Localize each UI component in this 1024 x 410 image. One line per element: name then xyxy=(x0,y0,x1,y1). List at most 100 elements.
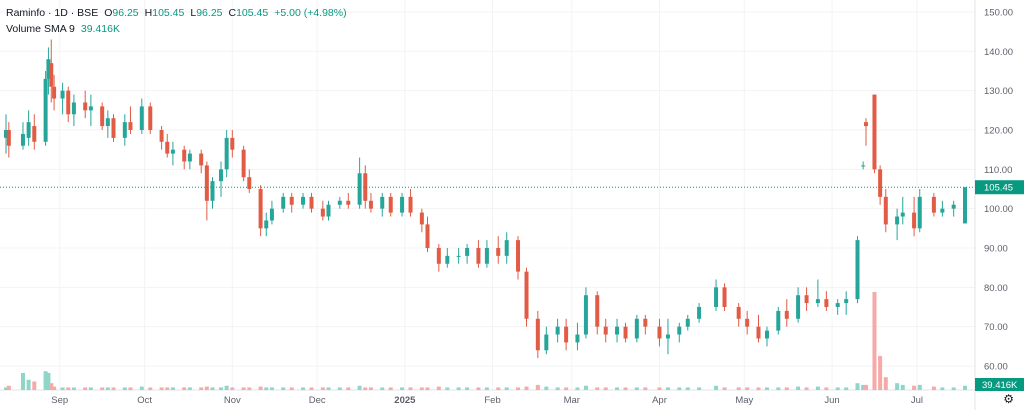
volume-bar xyxy=(623,387,628,390)
volume-bar xyxy=(264,387,269,390)
candle xyxy=(900,212,905,217)
low-value: 96.25 xyxy=(196,7,223,19)
candle xyxy=(20,133,25,146)
volume-bar xyxy=(258,386,263,390)
low-key: L xyxy=(190,7,197,19)
volume-bar xyxy=(281,387,286,390)
volume-bar xyxy=(289,387,294,390)
volume-bar xyxy=(863,384,868,390)
legend: Raminfo · 1D · BSE O 96.25 H 105.45 L 96… xyxy=(6,5,353,37)
volume-bar xyxy=(4,387,8,390)
volume-bar xyxy=(835,387,840,390)
high-value: 105.45 xyxy=(152,7,185,19)
x-tick-label: May xyxy=(735,395,753,406)
candle xyxy=(52,86,57,99)
volume-bar xyxy=(346,387,351,390)
candle xyxy=(419,212,424,225)
last-price-label: 105.45 xyxy=(984,183,1013,194)
candle xyxy=(685,318,690,327)
volume-bar xyxy=(218,387,223,390)
change-value: +5.00 (+4.98%) xyxy=(274,7,347,19)
candle xyxy=(436,248,441,264)
candle xyxy=(281,196,286,209)
volume-bar xyxy=(872,292,877,390)
candle xyxy=(796,295,801,319)
volume-bar xyxy=(796,386,801,390)
volume-bar xyxy=(52,386,57,390)
x-tick-label: Feb xyxy=(484,395,500,406)
volume-bar xyxy=(465,387,470,390)
candle xyxy=(301,196,306,205)
candle xyxy=(148,106,153,130)
volume-bar xyxy=(815,386,820,390)
candle xyxy=(595,295,600,327)
candle xyxy=(264,220,269,229)
volume-bar xyxy=(456,387,461,390)
candle xyxy=(504,240,509,256)
candle xyxy=(951,204,956,209)
candle xyxy=(309,196,314,209)
volume-bar xyxy=(320,387,325,390)
candle xyxy=(100,106,105,127)
y-tick-label: 150.00 xyxy=(984,8,1013,19)
candle xyxy=(861,165,866,167)
candle xyxy=(6,130,11,146)
candle xyxy=(643,318,648,327)
volume-sma-label[interactable]: Volume SMA 9 xyxy=(6,23,75,35)
candle xyxy=(83,102,88,111)
volume-bar xyxy=(148,387,153,390)
volume-bar xyxy=(714,385,719,390)
symbol-label[interactable]: Raminfo · 1D · BSE xyxy=(6,7,99,19)
volume-bar xyxy=(408,387,413,390)
volume-bar xyxy=(199,387,204,390)
volume-bar xyxy=(883,377,888,390)
candle xyxy=(46,59,51,79)
candle xyxy=(71,102,76,115)
volume-bar xyxy=(159,387,164,390)
y-tick-label: 130.00 xyxy=(984,86,1013,97)
candle xyxy=(187,153,192,162)
y-tick-label: 90.00 xyxy=(984,244,1008,255)
volume-bar xyxy=(368,387,373,390)
volume-bar xyxy=(337,387,342,390)
candle xyxy=(111,118,116,138)
candle xyxy=(241,149,246,178)
volume-bar xyxy=(736,387,741,390)
candle xyxy=(326,204,331,217)
candle xyxy=(66,90,71,115)
volume-bar xyxy=(170,387,175,390)
candle xyxy=(496,248,501,256)
volume-bar xyxy=(204,386,209,390)
candle xyxy=(269,208,274,221)
candle xyxy=(776,310,781,331)
volume-bar xyxy=(912,385,917,390)
volume-badge-label: 39.416K xyxy=(982,380,1018,391)
gear-icon[interactable]: ⚙ xyxy=(1003,392,1014,406)
volume-bar xyxy=(388,387,393,390)
volume-bar xyxy=(111,387,116,390)
volume-bar xyxy=(269,387,274,390)
candle xyxy=(535,318,540,351)
volume-bar xyxy=(575,387,580,390)
volume-bar xyxy=(784,387,789,390)
volume-bar xyxy=(855,383,860,390)
candle xyxy=(784,310,789,319)
candle xyxy=(623,326,628,339)
high-key: H xyxy=(144,7,153,19)
candle xyxy=(139,106,144,130)
volume-bar xyxy=(917,384,922,390)
candle xyxy=(665,334,670,339)
volume-bar xyxy=(49,383,54,390)
candle xyxy=(677,326,682,335)
volume-bar xyxy=(524,386,529,390)
x-tick-label: Nov xyxy=(224,395,241,406)
candle xyxy=(258,189,263,229)
candle xyxy=(756,326,761,339)
candle xyxy=(615,326,620,335)
volume-bar xyxy=(165,387,170,390)
volume-bar xyxy=(32,381,37,390)
volume-bar xyxy=(603,387,608,390)
candle xyxy=(224,137,229,170)
